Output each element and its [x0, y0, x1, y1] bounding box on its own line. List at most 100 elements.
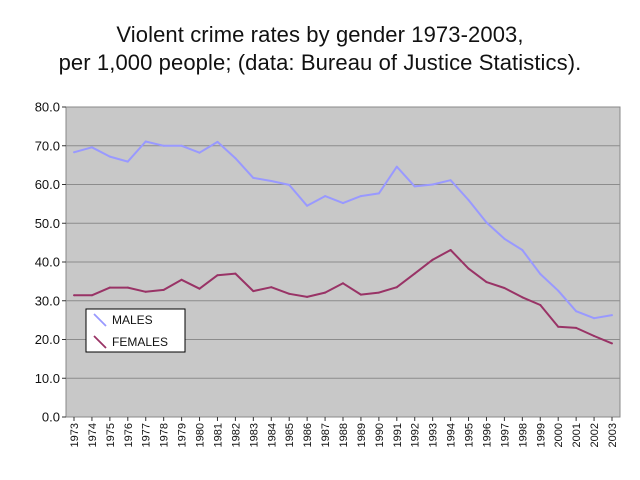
data-point-males [467, 199, 470, 201]
y-tick-label: 20.0 [35, 332, 60, 347]
data-point-females [395, 286, 398, 289]
legend-label-males: MALES [112, 313, 153, 327]
data-point-males [144, 140, 147, 143]
data-point-males [180, 144, 183, 147]
data-point-males [252, 176, 255, 179]
data-point-females [431, 258, 434, 261]
data-point-males [108, 155, 111, 158]
data-point-females [557, 325, 560, 328]
x-tick-label: 2002 [589, 423, 601, 447]
x-tick-label: 1998 [517, 423, 529, 447]
x-tick-label: 1990 [374, 423, 386, 447]
data-point-males [521, 249, 524, 251]
x-tick-label: 1988 [338, 423, 350, 447]
data-point-females [611, 342, 613, 345]
data-point-females [539, 304, 542, 306]
data-point-males [413, 185, 416, 188]
data-point-males [359, 195, 362, 198]
data-point-females [377, 291, 380, 294]
x-tick-label: 1974 [87, 423, 99, 447]
x-tick-label: 1993 [428, 423, 440, 447]
data-point-females [449, 249, 452, 251]
data-point-males [395, 165, 398, 168]
x-tick-label: 2003 [607, 423, 619, 447]
x-tick-label: 2001 [571, 423, 583, 447]
chart-title-line-2: per 1,000 people; (data: Bureau of Justi… [58, 50, 582, 75]
data-point-females [126, 286, 129, 289]
y-axis: 0.0 10.0 20.0 30.0 40.0 50.0 60.0 70.0 80.0 [35, 100, 66, 425]
data-point-males [503, 237, 506, 240]
x-tick-label: 1977 [141, 423, 153, 447]
x-tick-label: 1999 [535, 423, 547, 447]
x-tick-label: 1979 [177, 423, 189, 447]
y-tick-label: 40.0 [35, 255, 60, 270]
data-point-females [306, 295, 309, 298]
data-point-females [180, 278, 183, 281]
data-point-males [575, 310, 578, 313]
x-tick-label: 1991 [392, 423, 404, 447]
x-tick-label: 1997 [499, 423, 511, 447]
x-tick-label: 1994 [446, 423, 458, 447]
data-point-males [342, 202, 344, 205]
y-tick-label: 0.0 [42, 410, 60, 425]
x-axis: 1973 1974 1975 1976 1977 1978 1979 1980 1981 1982… [69, 417, 619, 447]
data-point-females [252, 290, 255, 293]
x-tick-label: 1981 [212, 423, 224, 447]
x-tick-label: 1987 [320, 423, 332, 447]
legend: MALES FEMALES [85, 308, 186, 353]
data-point-females [359, 293, 362, 296]
data-point-females [162, 288, 165, 291]
data-point-females [593, 335, 596, 337]
data-point-females [413, 272, 416, 275]
data-point-females [90, 294, 93, 297]
data-point-females [324, 291, 327, 294]
y-tick-label: 50.0 [35, 216, 60, 231]
data-point-males [449, 179, 452, 182]
data-point-males [611, 314, 613, 317]
data-point-males [377, 192, 380, 195]
x-tick-label: 1985 [284, 423, 296, 447]
chart-title-line-1: Violent crime rates by gender 1973-2003, [116, 22, 524, 47]
legend-label-females: FEMALES [112, 335, 168, 349]
x-tick-label: 1989 [356, 423, 368, 447]
data-point-females [288, 292, 291, 295]
data-point-females [485, 281, 488, 284]
x-tick-label: 1975 [105, 423, 117, 447]
data-point-females [575, 326, 578, 329]
x-tick-label: 1995 [464, 423, 476, 447]
data-point-females [503, 287, 506, 289]
x-tick-label: 1984 [266, 423, 278, 447]
x-tick-label: 1980 [195, 423, 207, 447]
data-point-females [73, 294, 75, 297]
data-point-males [593, 317, 596, 320]
x-tick-label: 1973 [69, 423, 81, 447]
data-point-males [126, 160, 129, 163]
data-point-males [288, 183, 291, 186]
data-point-females [108, 286, 111, 289]
data-point-males [234, 157, 237, 160]
data-point-females [234, 272, 237, 275]
data-point-males [270, 180, 273, 182]
series-lines [73, 140, 613, 345]
data-point-males [539, 273, 542, 275]
x-tick-label: 1978 [159, 423, 171, 447]
x-tick-label: 1996 [481, 423, 493, 447]
gridlines [66, 145, 620, 379]
data-point-females [342, 282, 344, 285]
y-tick-label: 30.0 [35, 293, 60, 308]
x-tick-label: 1976 [123, 423, 135, 447]
y-tick-label: 10.0 [35, 371, 60, 386]
data-point-males [431, 183, 434, 186]
data-point-males [198, 151, 201, 154]
data-point-females [216, 274, 219, 277]
data-point-females [198, 287, 201, 290]
legend-swatch-females [93, 335, 107, 349]
data-point-females [521, 296, 524, 299]
data-point-females [467, 267, 470, 270]
x-tick-label: 2000 [553, 423, 565, 447]
data-point-males [306, 204, 309, 207]
data-point-females [144, 290, 147, 293]
data-point-males [485, 221, 488, 224]
